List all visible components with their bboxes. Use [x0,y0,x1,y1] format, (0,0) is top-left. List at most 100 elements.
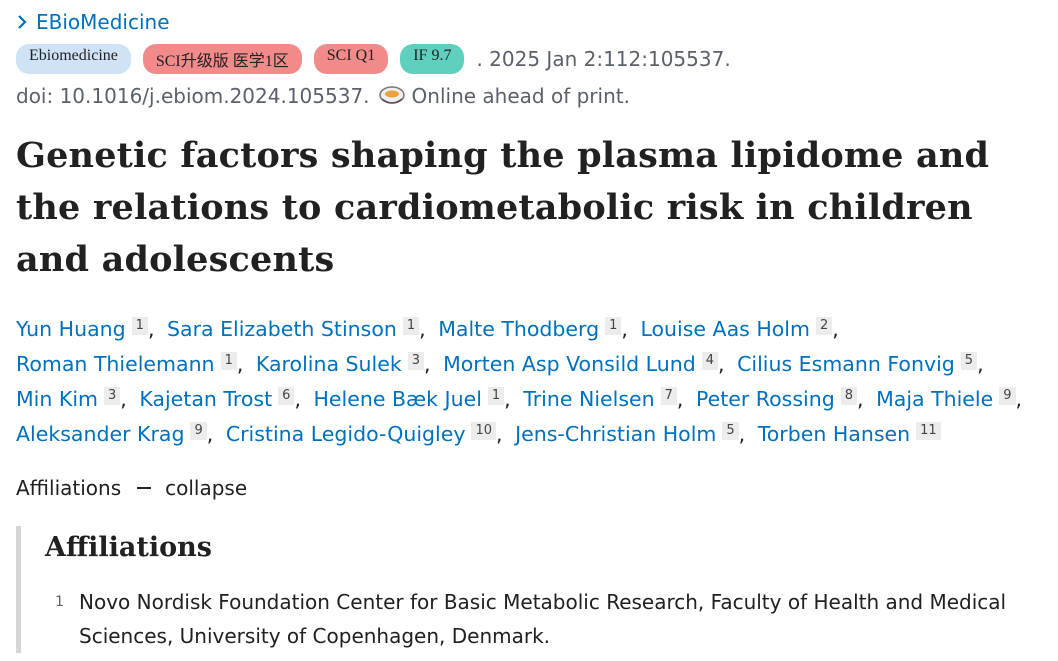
affiliation-number[interactable]: 1 [487,387,505,405]
author: Sara Elizabeth Stinson 1, [167,317,432,341]
separator: , [676,387,684,411]
separator: , [147,317,155,341]
article-title: Genetic factors shaping the plasma lipid… [16,135,990,280]
journal-name[interactable]: EBioMedicine [36,10,170,34]
author-name[interactable]: Sara Elizabeth Stinson [167,317,397,341]
affiliation-number[interactable]: 3 [407,352,424,370]
affiliation-item: 1 Novo Nordisk Foundation Center for Basi… [45,585,1046,653]
author: Louise Aas Holm 2, [640,317,844,341]
chevron-icon [18,15,27,29]
separator: , [504,387,511,411]
affiliation-item-text: Novo Nordisk Foundation Center for Basic… [79,590,1007,648]
author: Roman Thielemann 1, [16,352,249,376]
author: Kajetan Trost 6, [139,387,307,411]
affiliation-number[interactable]: 1 [131,317,148,335]
doi: doi: 10.1016/j.ebiom.2024.105537. [16,84,370,108]
status-icon [378,86,405,104]
author-name[interactable]: Yun Huang [16,317,126,341]
author: Cristina Legido-Quigley 10, [226,422,509,446]
author-name[interactable]: Min Kim [16,387,98,411]
author-name[interactable]: Maja Thiele [876,387,994,411]
author-name[interactable]: Trine Nielsen [523,387,655,411]
affiliation-number[interactable]: 6 [278,387,295,405]
affiliation-number[interactable]: 4 [701,352,719,370]
affiliation-number[interactable]: 1 [220,352,237,370]
publication-status: Online ahead of print. [411,84,630,108]
toggle-icon [137,487,152,489]
author-name[interactable]: Helene Bæk Juel [313,387,482,411]
author: Morten Asp Vonsild Lund 4, [443,352,731,376]
separator: , [718,352,725,376]
citation-line: Ebiomedicine SCI升级版 医学1区 SCI Q1 IF 9.7 . 20… [16,42,1046,76]
affiliations-heading: Affiliations [45,532,212,563]
author: Aleksander Krag 9, [16,422,219,446]
author: Peter Rossing 8, [696,387,870,411]
author-name[interactable]: Torben Hansen [757,422,911,446]
affiliation-item-number: 1 [55,594,64,610]
badge: IF 9.7 [400,44,465,74]
citation: . 2025 Jan 2:112:105537. [476,47,731,71]
affiliation-number[interactable]: 8 [840,387,858,405]
separator: , [832,317,839,341]
affiliation-number[interactable]: 9 [999,387,1016,405]
author-name[interactable]: Aleksander Krag [16,422,185,446]
author-name[interactable]: Malte Thodberg [438,317,600,341]
affiliation-number[interactable]: 1 [605,317,622,335]
author: Cilius Esmann Fonvig 5, [737,352,990,376]
author-name[interactable]: Louise Aas Holm [640,317,810,341]
author-name[interactable]: Peter Rossing [695,387,835,411]
separator: , [120,387,127,411]
author-name[interactable]: Kajetan Trost [139,387,273,411]
badges: Ebiomedicine SCI升级版 医学1区 SCI Q1 IF 9.7 [16,44,476,74]
author: Torben Hansen 11 [758,422,941,446]
affiliation-number[interactable]: 9 [190,422,207,440]
author-name[interactable]: Jens-Christian Holm [515,422,717,446]
affiliation-number[interactable]: 11 [916,422,941,440]
separator: , [496,422,503,446]
separator: , [294,387,301,411]
author-list: Yun Huang 1, Sara Elizabeth Stinson 1, Mal… [16,312,1046,452]
badge: SCI升级版 医学1区 [142,44,302,74]
author-name[interactable]: Karolina Sulek [255,352,402,376]
toggle-label[interactable]: Affiliations [16,476,122,500]
separator: , [857,387,864,411]
author: Maja Thiele 9, [876,387,1028,411]
author-name[interactable]: Roman Thielemann [16,352,215,376]
separator: , [977,352,984,376]
separator: , [206,422,214,446]
separator: , [621,317,628,341]
affiliation-number[interactable]: 7 [660,387,677,405]
author: Yun Huang 1, [16,317,160,341]
toggle-action[interactable]: collapse [165,476,248,500]
author: Malte Thodberg 1, [438,317,634,341]
affiliation-number[interactable]: 3 [104,387,121,405]
badge: Ebiomedicine [16,44,131,74]
separator: , [236,352,244,376]
separator: , [738,422,746,446]
journal-link[interactable]: EBioMedicine [16,6,1046,38]
author-name[interactable]: Cristina Legido-Quigley [225,422,466,446]
author: Helene Bæk Juel 1, [314,387,517,411]
affiliation-number[interactable]: 2 [815,317,833,335]
author-name[interactable]: Cilius Esmann Fonvig [737,352,955,376]
affiliations-panel: Affiliations 1 Novo Nordisk Foundation Ce… [16,526,1046,653]
article-header: EBioMedicine Ebiomedicine SCI升级版 医学1区 SCI … [16,6,1046,653]
separator: , [419,317,426,341]
author-name[interactable]: Morten Asp Vonsild Lund [443,352,696,376]
affiliation-list: 1 Novo Nordisk Foundation Center for Basi… [45,585,1046,653]
author: Min Kim 3, [16,387,133,411]
author: Jens-Christian Holm 5, [515,422,751,446]
affiliation-number[interactable]: 1 [402,317,420,335]
doi-line: doi: 10.1016/j.ebiom.2024.105537. Online… [16,80,1046,112]
affiliation-number[interactable]: 5 [960,352,978,370]
affiliation-number[interactable]: 10 [471,422,497,440]
affiliation-number[interactable]: 5 [722,422,739,440]
affiliations-toggle[interactable]: Affiliations collapse [16,476,1046,500]
author: Trine Nielsen 7, [523,387,689,411]
badge: SCI Q1 [313,44,389,74]
separator: , [424,352,431,376]
author: Karolina Sulek 3, [256,352,437,376]
separator: , [1015,387,1023,411]
